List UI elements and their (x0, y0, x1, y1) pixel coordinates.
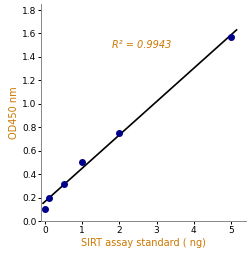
Point (80, 160, 84, 164)
Point (43, 207, 47, 212)
Point (46, 196, 50, 200)
Point (117, 131, 121, 135)
Point (62, 181, 66, 186)
Y-axis label: OD450 nm: OD450 nm (9, 86, 19, 139)
X-axis label: SIRT assay standard ( ng): SIRT assay standard ( ng) (81, 238, 206, 248)
Text: R² = 0.9943: R² = 0.9943 (112, 40, 171, 50)
Point (229, 35, 233, 39)
